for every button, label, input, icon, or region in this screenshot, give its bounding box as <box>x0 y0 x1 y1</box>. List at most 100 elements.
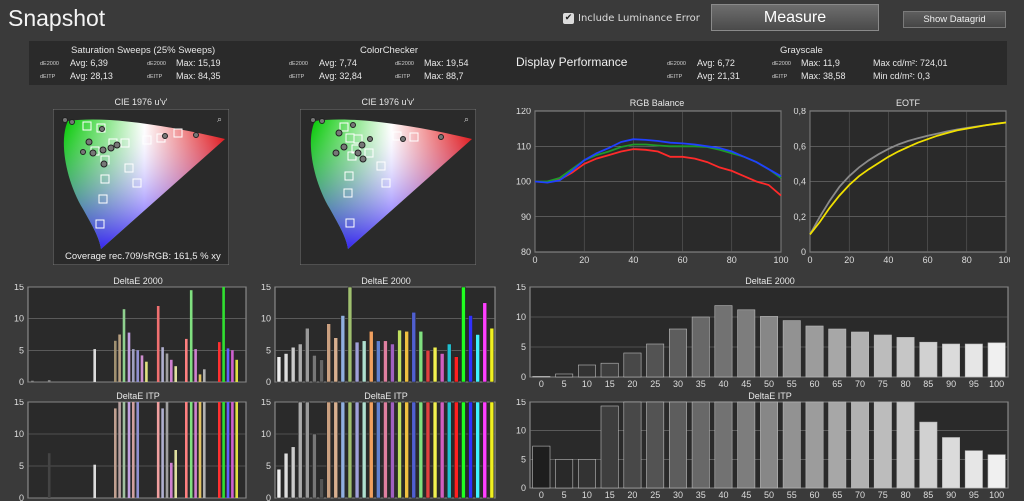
checkmark-icon[interactable]: ✔ <box>563 13 574 24</box>
x-tick-label: 80 <box>901 490 911 500</box>
bar <box>964 450 983 489</box>
bar <box>873 401 892 489</box>
bar <box>340 401 346 499</box>
x-tick-label: 75 <box>878 490 888 500</box>
bar <box>185 338 188 382</box>
bar <box>987 454 1006 489</box>
bar <box>305 327 310 383</box>
bar <box>333 401 338 499</box>
x-tick-label: 100 <box>998 255 1010 265</box>
bar <box>532 445 551 489</box>
y-tick-label: 0 <box>19 377 24 387</box>
cie-target-markers <box>339 122 419 228</box>
x-tick-label: 75 <box>878 379 888 389</box>
gs-avg-label-1: dE2000 <box>667 61 686 67</box>
bar <box>482 302 487 383</box>
gs-deltaeitp-title: DeltaE ITP <box>748 391 792 401</box>
sat-avg-1: Avg: 6,39 <box>70 58 108 68</box>
include-luminance-checkbox[interactable]: ✔ Include Luminance Error <box>563 13 700 24</box>
y-tick-label: 0 <box>521 372 526 382</box>
bar <box>194 349 197 382</box>
x-tick-label: 20 <box>844 255 854 265</box>
x-tick-label: 60 <box>678 255 688 265</box>
cie-diagram-colorchecker[interactable]: ⌕ <box>300 109 476 265</box>
cc-max-2: Max: 88,7 <box>424 71 464 81</box>
cc-max-label-1: dE2000 <box>395 61 414 67</box>
bar <box>851 331 869 378</box>
zoom-icon[interactable]: ⌕ <box>464 114 469 124</box>
x-tick-label: 10 <box>582 379 592 389</box>
y-tick-label: 0,6 <box>793 141 806 151</box>
bar <box>174 450 177 498</box>
bar <box>140 355 144 382</box>
rgb-balance-chart: 80 90 100 110 120 0 20 40 60 80 100 <box>516 108 789 265</box>
bar <box>161 408 164 498</box>
measure-button[interactable]: Measure <box>711 4 879 31</box>
bar <box>555 373 574 378</box>
cc-avg-2: Avg: 32,84 <box>319 71 362 81</box>
bar <box>439 353 445 383</box>
bar <box>600 362 619 378</box>
cie-diagram-saturation[interactable]: ⌕ <box>53 109 229 265</box>
bar <box>283 353 289 383</box>
bar <box>646 343 665 378</box>
x-tick-label: 20 <box>627 379 637 389</box>
zoom-icon[interactable]: ⌕ <box>217 114 222 124</box>
y-tick-label: 0,2 <box>793 212 806 222</box>
bar <box>170 359 173 382</box>
cc-max-label-2: dEITP <box>395 74 411 80</box>
bar <box>93 349 96 382</box>
sat-avg-label-2: dEITP <box>40 74 56 80</box>
x-tick-label: 25 <box>650 490 660 500</box>
bar <box>319 359 324 383</box>
x-tick-label: 55 <box>787 379 797 389</box>
bar <box>919 421 938 489</box>
x-tick-label: 65 <box>832 379 842 389</box>
bar <box>198 374 202 382</box>
sat-avg-2: Avg: 28,13 <box>70 71 113 81</box>
series-line-2 <box>809 121 1007 235</box>
cc-deltaeitp-chart: 0 5 10 15 <box>261 399 496 501</box>
x-tick-label: 100 <box>773 255 788 265</box>
x-tick-label: 90 <box>946 379 956 389</box>
y-tick-label: 10 <box>261 429 271 439</box>
x-tick-label: 0 <box>539 379 544 389</box>
y-tick-label: 100 <box>516 177 531 187</box>
bar <box>942 343 960 378</box>
bar <box>669 328 687 378</box>
bar <box>283 452 289 499</box>
bar <box>439 401 445 499</box>
bar <box>691 316 710 378</box>
cie-measured-points <box>310 117 444 163</box>
cc-avg-label-1: dE2000 <box>289 61 308 67</box>
bar <box>404 401 409 499</box>
bar <box>532 376 551 378</box>
cc-deltae2000-title: DeltaE 2000 <box>361 276 411 286</box>
bar <box>468 401 473 499</box>
x-tick-label: 50 <box>764 490 774 500</box>
bar <box>489 401 495 499</box>
bar <box>376 340 381 383</box>
bar <box>447 401 452 499</box>
bar <box>691 401 710 489</box>
bar <box>896 337 915 378</box>
y-tick-label: 0 <box>521 483 526 493</box>
gs-max-luminance: Max cd/m²: 724,01 <box>873 58 948 68</box>
bar <box>340 315 346 383</box>
x-tick-label: 45 <box>741 379 751 389</box>
x-tick-label: 40 <box>718 490 728 500</box>
sat-max-2: Max: 84,35 <box>176 71 221 81</box>
y-tick-label: 0 <box>801 247 806 257</box>
show-datagrid-button[interactable]: Show Datagrid <box>903 11 1006 28</box>
x-tick-label: 40 <box>718 379 728 389</box>
bar <box>231 350 234 382</box>
bar <box>93 464 96 498</box>
bar <box>942 437 960 489</box>
bar <box>189 402 193 498</box>
sat-max-label-2: dEITP <box>147 74 163 80</box>
cc-summary-title: ColorChecker <box>360 45 419 56</box>
bar <box>805 325 824 378</box>
page-title: Snapshot <box>8 5 106 31</box>
bar <box>31 380 34 382</box>
cc-max-1: Max: 19,54 <box>424 58 469 68</box>
